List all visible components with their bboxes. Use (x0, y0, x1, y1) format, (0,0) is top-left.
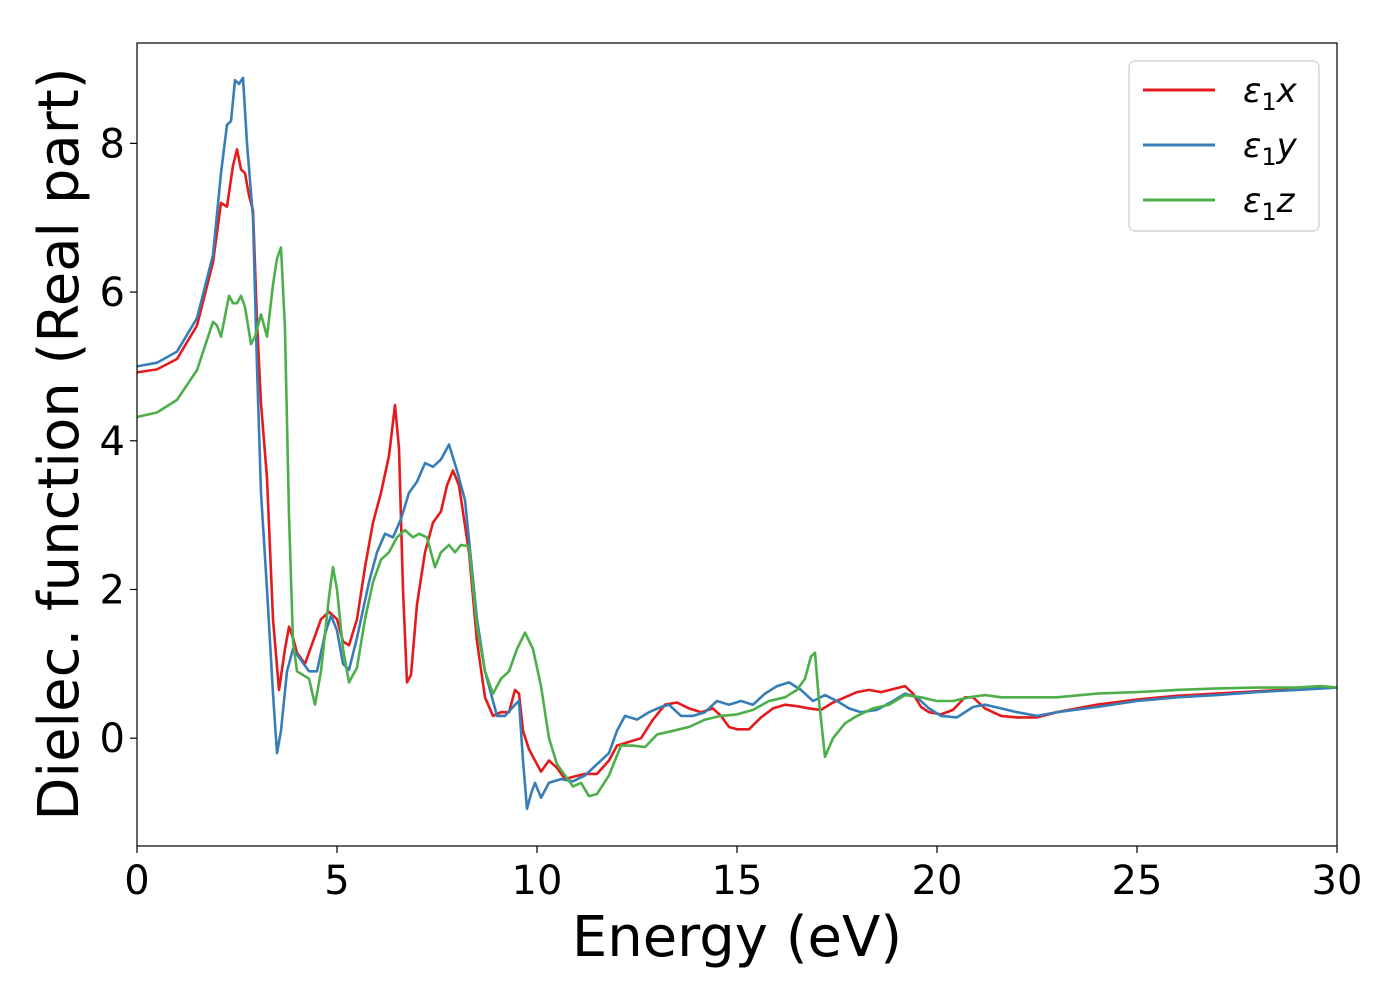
y-tick-label: 2 (100, 567, 125, 613)
x-tick-label: 25 (1112, 858, 1163, 904)
x-tick-label: 0 (124, 858, 149, 904)
series-layer (137, 76, 1337, 811)
x-tick-label: 15 (712, 858, 763, 904)
y-tick-label: 8 (100, 121, 125, 167)
x-tick-label: 5 (324, 858, 349, 904)
y-tick-label: 0 (100, 716, 125, 762)
x-tick-label: 30 (1312, 858, 1363, 904)
legend: ε1x ε1y ε1z (1128, 60, 1320, 232)
legend-label-y: ε1y (1243, 126, 1298, 171)
legend-box (1128, 60, 1320, 232)
y-axis: 0 2 4 6 8 (100, 121, 137, 762)
series-line-z (137, 246, 1337, 798)
legend-label-x: ε1x (1243, 71, 1298, 116)
y-tick-label: 4 (100, 419, 125, 465)
y-axis-label: Dielec. function (Real part) (27, 67, 92, 820)
x-tick-label: 20 (912, 858, 963, 904)
x-axis-label: Energy (eV) (572, 905, 902, 970)
y-tick-label: 6 (100, 270, 125, 316)
series-line-x (137, 148, 1337, 781)
x-axis: 0 5 10 15 20 25 30 (124, 846, 1362, 904)
x-tick-label: 10 (512, 858, 563, 904)
legend-label-z: ε1z (1243, 181, 1296, 226)
